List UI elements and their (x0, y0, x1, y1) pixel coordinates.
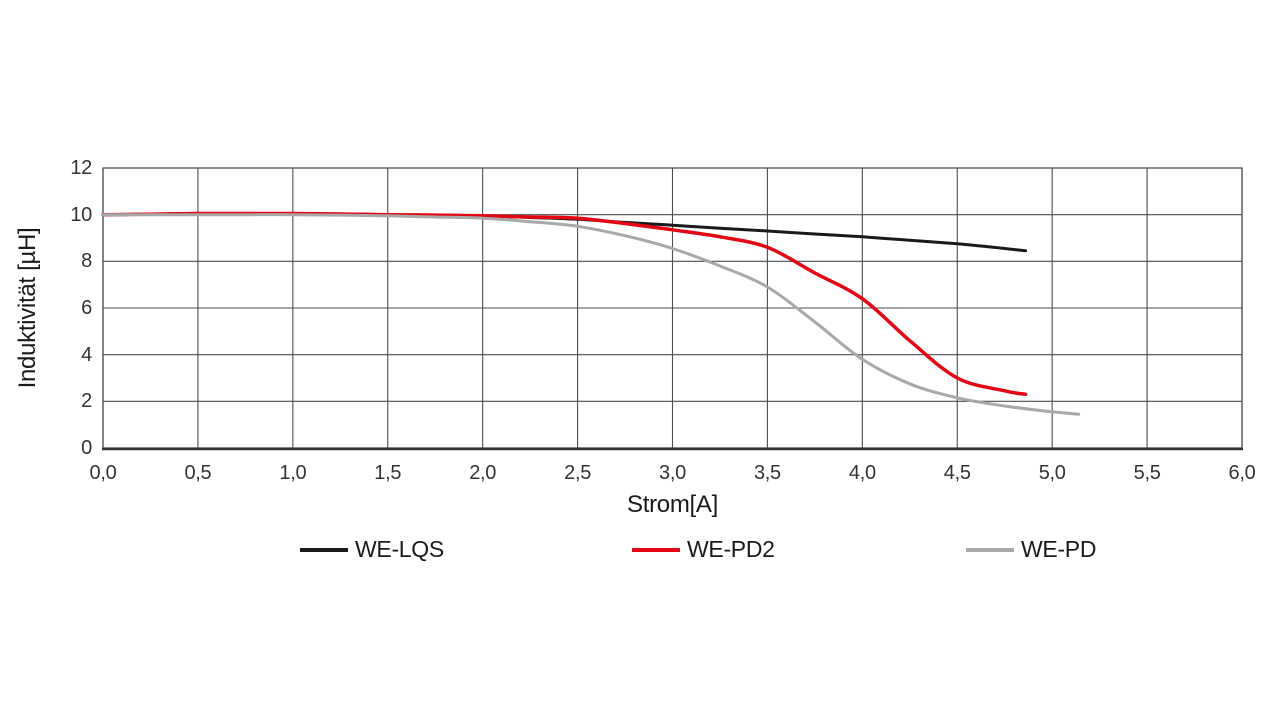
x-tick-label: 5,5 (1133, 462, 1161, 484)
y-tick-label: 8 (81, 250, 92, 273)
y-tick-label: 10 (70, 203, 92, 226)
x-axis-title: Strom[A] (627, 491, 718, 518)
x-tick-label: 0,5 (184, 462, 212, 484)
x-tick-label: 3,5 (753, 462, 781, 484)
y-tick-label: 0 (81, 437, 92, 459)
x-tick-label: 0,0 (89, 462, 117, 484)
legend-item-we-pd2: WE-PD2 (632, 538, 775, 561)
x-tick-label: 6,0 (1228, 462, 1256, 484)
curve-we-pd2 (101, 211, 1028, 397)
curve-we-pd (101, 213, 1081, 416)
legend-swatch-we-pd2 (632, 547, 680, 552)
x-tick-label: 4,0 (848, 462, 876, 484)
x-tick-label: 1,5 (374, 462, 402, 484)
legend-item-we-pd: WE-PD (966, 538, 1096, 561)
y-tick-label: 2 (81, 390, 92, 413)
x-tick-label: 4,5 (943, 462, 971, 484)
y-tick-label: 6 (81, 297, 92, 319)
legend-label-we-lqs: WE-LQS (355, 536, 444, 562)
legend-label-we-pd2: WE-PD2 (687, 536, 775, 562)
x-tick-label: 3,0 (659, 462, 686, 484)
legend-swatch-we-pd (966, 547, 1014, 552)
x-tick-label: 5,0 (1038, 462, 1066, 484)
x-tick-label: 2,0 (469, 462, 497, 484)
y-tick-label: 4 (81, 343, 92, 366)
x-tick-label: 2,5 (564, 462, 592, 484)
x-tick-label: 1,0 (279, 462, 307, 484)
y-axis-title: Induktivität [µH] (14, 227, 41, 389)
legend-item-we-lqs: WE-LQS (300, 538, 444, 561)
legend-label-we-pd: WE-PD (1021, 536, 1097, 562)
y-tick-label: 12 (70, 157, 92, 179)
legend-swatch-we-lqs (300, 547, 348, 552)
